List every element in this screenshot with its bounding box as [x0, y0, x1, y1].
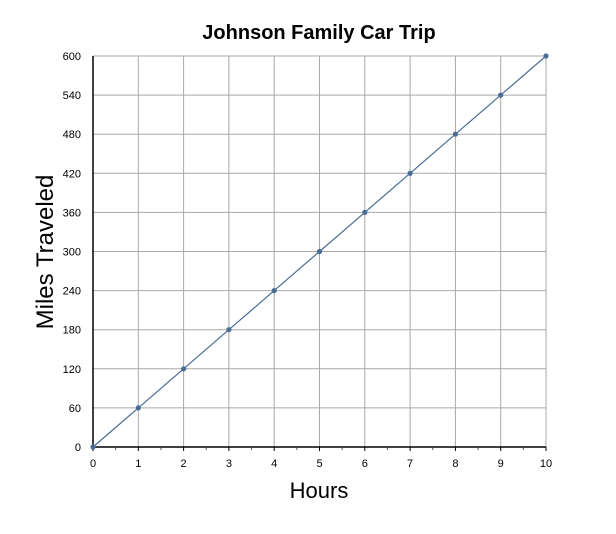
data-point: [135, 405, 141, 411]
data-point: [271, 288, 277, 294]
data-point: [407, 170, 413, 176]
x-tick-label: 8: [452, 458, 458, 470]
data-point: [181, 366, 187, 372]
x-tick-label: 9: [498, 458, 504, 470]
x-tick-label: 7: [407, 458, 413, 470]
y-tick-label: 60: [69, 403, 81, 415]
x-tick-label: 0: [90, 458, 96, 470]
data-point: [226, 327, 232, 333]
x-tick-label: 5: [316, 458, 322, 470]
x-tick-label: 4: [271, 458, 277, 470]
data-point: [90, 444, 96, 450]
y-tick-label: 480: [63, 129, 81, 141]
x-tick-label: 10: [540, 458, 552, 470]
y-tick-label: 300: [63, 247, 81, 259]
data-point: [316, 248, 323, 255]
x-tick-label: 3: [226, 458, 232, 470]
x-tick-label: 2: [181, 458, 187, 470]
y-tick-label: 180: [63, 325, 81, 337]
y-tick-label: 360: [63, 207, 81, 219]
y-axis-label: Miles Traveled: [32, 175, 59, 330]
data-point: [543, 53, 549, 59]
chart-title: Johnson Family Car Trip: [202, 22, 435, 44]
y-tick-label: 0: [75, 442, 81, 454]
x-axis-label: Hours: [290, 478, 349, 503]
y-tick-label: 420: [63, 168, 81, 180]
x-tick-label: 6: [362, 458, 368, 470]
y-tick-label: 600: [63, 51, 81, 63]
y-tick-label: 240: [63, 286, 81, 298]
data-point: [498, 92, 504, 98]
data-point: [362, 209, 368, 215]
y-tick-label: 540: [63, 90, 81, 102]
data-point: [452, 131, 458, 137]
y-tick-label: 120: [63, 364, 81, 376]
x-tick-label: 1: [135, 458, 141, 470]
